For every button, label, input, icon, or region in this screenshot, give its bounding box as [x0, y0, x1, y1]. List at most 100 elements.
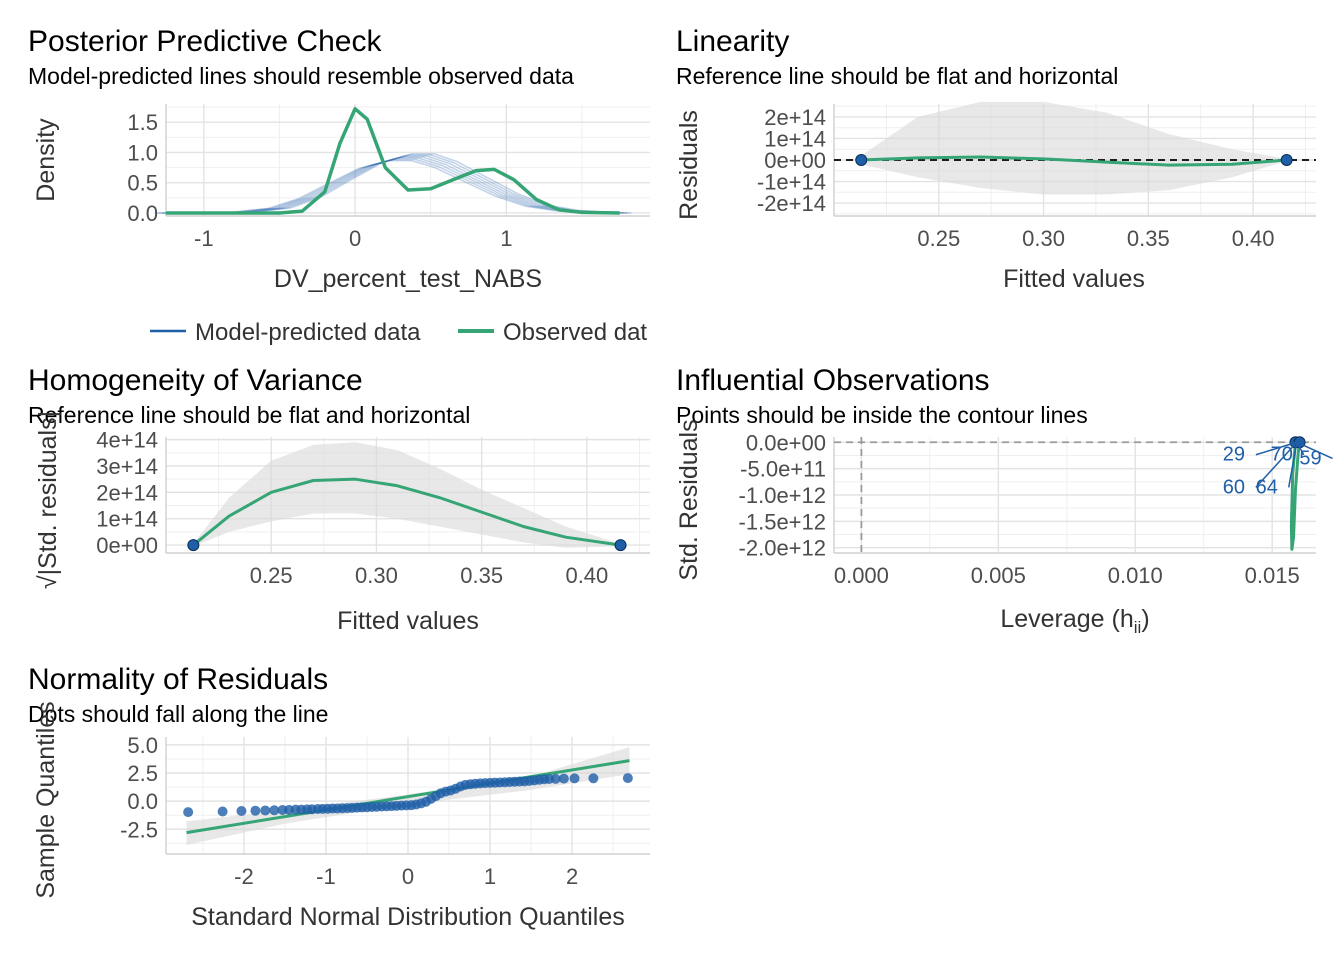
panel-normality-of-residuals: Normality of Residuals Dots should fall … — [28, 663, 650, 931]
y-tick-label: -2e+14 — [757, 191, 826, 216]
model-predicted-density-line — [158, 158, 613, 214]
y-axis-label: Sample Quantiles — [32, 701, 60, 898]
panel-subtitle: Points should be inside the contour line… — [676, 402, 1088, 428]
data-point — [217, 806, 228, 817]
y-tick-label: 0e+00 — [764, 148, 826, 173]
panel-subtitle: Model-predicted lines should resemble ob… — [28, 63, 574, 89]
x-axis-label: Fitted values — [337, 607, 479, 635]
data-point — [183, 807, 194, 818]
y-tick-label: 3e+14 — [96, 454, 158, 479]
confidence-band — [193, 442, 621, 548]
data-point — [569, 773, 580, 784]
data-point — [1280, 154, 1293, 166]
x-tick-label: 0.30 — [355, 563, 398, 588]
model-predicted-density-line — [162, 157, 616, 214]
data-point — [550, 773, 561, 784]
model-predicted-density-line — [169, 155, 624, 214]
panel-linearity: Linearity Reference line should be flat … — [675, 25, 1316, 293]
observation-label: 60 — [1223, 476, 1245, 498]
panel-homogeneity-of-variance: Homogeneity of Variance Reference line s… — [28, 364, 650, 635]
panel-title: Linearity — [676, 25, 789, 58]
y-axis-label: √|Std. residuals| — [34, 411, 62, 589]
y-tick-label: 4e+14 — [96, 428, 158, 453]
smooth-line — [192, 477, 621, 547]
x-tick-label: 2 — [566, 864, 578, 889]
x-tick-label: 1 — [500, 226, 512, 251]
x-tick-label: 0.010 — [1108, 563, 1163, 588]
data-point — [260, 805, 271, 816]
y-tick-label: -5.0e+11 — [740, 457, 826, 482]
y-tick-label: 1.0 — [127, 140, 158, 165]
panel-influential-observations: Influential Observations Points should b… — [675, 364, 1333, 637]
y-tick-label: -2.5 — [120, 817, 158, 842]
y-axis-label: Density — [32, 118, 60, 202]
x-tick-label: 0 — [349, 226, 361, 251]
x-tick-label: 0.015 — [1245, 563, 1300, 588]
y-tick-label: 2e+14 — [764, 105, 826, 130]
y-tick-label: 1e+14 — [764, 126, 826, 151]
panel-subtitle: Reference line should be flat and horizo… — [676, 63, 1118, 89]
x-tick-label: 0.25 — [250, 563, 293, 588]
y-tick-label: 0.5 — [127, 171, 158, 196]
data-point — [588, 773, 599, 784]
x-tick-label: 0.40 — [1232, 226, 1275, 251]
y-tick-label: -2.0e+12 — [739, 536, 826, 561]
label-leader-line — [1255, 441, 1298, 456]
x-tick-label: 0.005 — [971, 563, 1026, 588]
legend-label-model: Model-predicted data — [195, 319, 421, 346]
x-tick-label: 0 — [402, 864, 414, 889]
x-tick-label: 0.35 — [460, 563, 503, 588]
x-axis-label: Standard Normal Distribution Quantiles — [191, 903, 625, 931]
x-tick-label: -2 — [234, 864, 254, 889]
y-tick-label: 1.5 — [127, 110, 158, 135]
observation-label: 29 — [1223, 444, 1245, 466]
panel-title: Normality of Residuals — [28, 663, 328, 696]
data-point — [614, 539, 627, 552]
x-tick-label: -1 — [316, 864, 336, 889]
observation-label: 59 — [1299, 447, 1321, 469]
y-tick-label: 2.5 — [127, 761, 158, 786]
label-leader-line — [1287, 442, 1298, 488]
data-point — [269, 805, 280, 816]
model-predicted-density-line — [154, 159, 609, 214]
smooth-line — [861, 155, 1287, 167]
data-point — [187, 539, 200, 552]
data-point — [236, 806, 247, 817]
x-tick-label: 0.35 — [1127, 226, 1170, 251]
x-tick-label: 1 — [484, 864, 496, 889]
data-point — [622, 773, 633, 784]
x-axis-label: DV_percent_test_NABS — [274, 265, 542, 293]
smooth-line — [1289, 442, 1302, 551]
x-tick-label: 0.25 — [917, 226, 960, 251]
qq-reference-line — [186, 759, 630, 835]
observation-label: 64 — [1256, 476, 1278, 498]
y-tick-label: -1e+14 — [757, 170, 826, 195]
y-tick-label: 0e+00 — [96, 533, 158, 558]
observation-label: 70 — [1271, 444, 1293, 466]
observed-density-line — [166, 107, 620, 215]
data-point — [855, 154, 868, 166]
label-leader-line — [1296, 441, 1333, 460]
x-tick-label: -1 — [194, 226, 214, 251]
panel-title: Influential Observations — [676, 364, 990, 397]
x-tick-label: 0.000 — [834, 563, 889, 588]
x-tick-label: 0.40 — [565, 563, 608, 588]
x-axis-label: Fitted values — [1003, 265, 1145, 293]
label-leader-line — [1255, 441, 1298, 488]
y-axis-label: Std. Residuals — [675, 419, 703, 580]
panel-title: Homogeneity of Variance — [28, 364, 363, 397]
panel-posterior-predictive-check: Posterior Predictive Check Model-predict… — [28, 25, 650, 346]
y-tick-label: 0.0 — [127, 201, 158, 226]
y-tick-label: 5.0 — [127, 733, 158, 758]
legend-label-observed: Observed dat — [503, 319, 647, 346]
y-tick-label: -1.5e+12 — [739, 509, 826, 534]
data-point — [250, 805, 261, 816]
y-tick-label: -1.0e+12 — [739, 483, 826, 508]
legend: Model-predicted data Observed dat — [150, 319, 647, 346]
y-tick-label: 0.0e+00 — [746, 430, 826, 455]
panel-subtitle: Reference line should be flat and horizo… — [28, 402, 470, 428]
y-tick-label: 0.0 — [127, 789, 158, 814]
label-leader-line — [1296, 441, 1305, 456]
model-predicted-density-line — [177, 153, 632, 214]
